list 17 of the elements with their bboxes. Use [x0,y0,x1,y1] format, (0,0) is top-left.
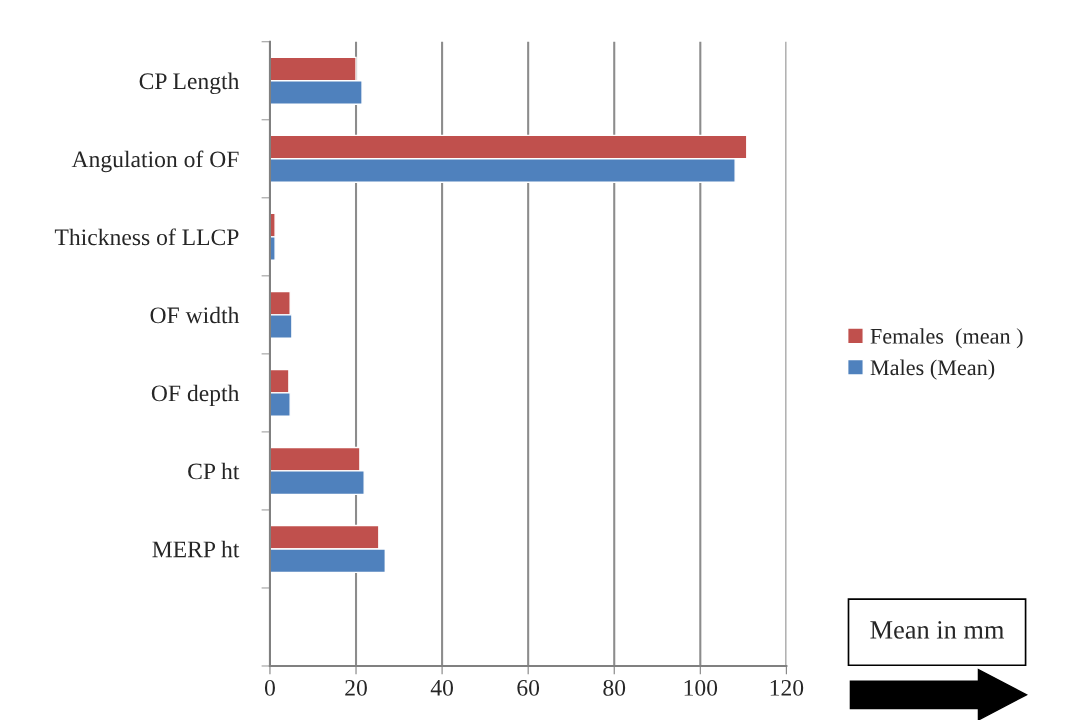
y-tick-label: Angulation of OF [71,150,239,173]
y-tick-label: OF width [150,306,240,324]
y-tick-label: Thickness of LLCP [54,228,239,246]
text: Mean in mm [870,621,1005,639]
x-tick-label: 80 [603,679,626,696]
x-tick-label: 60 [517,679,540,696]
x-tick-label: 20 [345,679,367,696]
y-tick-label: CP Length [139,72,240,95]
x-tick-label: 0 [264,679,275,696]
y-tick-label: OF depth [151,384,240,407]
legend-label: Females (mean ) [870,328,1023,349]
x-tick-label: 120 [770,679,804,696]
y-tick-label: CP ht [188,462,240,480]
legend-label: Males (Mean) [870,359,995,380]
y-tick-label: MERP ht [152,540,240,558]
x-tick-label: 100 [684,679,718,696]
x-tick-label: 40 [430,679,453,696]
